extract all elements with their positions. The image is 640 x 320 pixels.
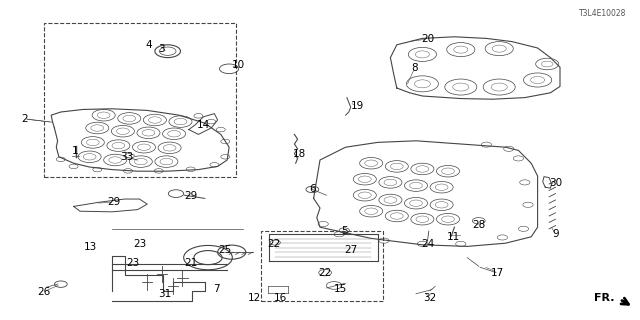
Text: 29: 29 [108, 197, 120, 207]
Text: 22: 22 [268, 239, 280, 249]
Text: 6: 6 [309, 184, 316, 195]
Text: 1: 1 [72, 146, 79, 156]
Text: 17: 17 [492, 268, 504, 278]
Text: 12: 12 [248, 293, 261, 303]
Text: 32: 32 [424, 293, 436, 303]
Text: 24: 24 [421, 239, 434, 249]
Text: 31: 31 [159, 289, 172, 299]
Text: 8: 8 [412, 63, 418, 73]
Text: 28: 28 [472, 220, 485, 230]
Text: 20: 20 [421, 34, 434, 44]
Text: 29: 29 [184, 191, 197, 201]
Text: 4: 4 [145, 40, 152, 51]
Text: 3: 3 [158, 44, 164, 54]
Text: 10: 10 [232, 60, 244, 70]
Text: 27: 27 [344, 245, 357, 255]
Text: 21: 21 [184, 258, 197, 268]
Text: 23: 23 [127, 258, 140, 268]
Text: 15: 15 [334, 284, 347, 294]
Text: 18: 18 [293, 149, 306, 159]
Bar [261, 231, 383, 301]
Text: T3L4E10028: T3L4E10028 [579, 9, 626, 18]
Text: FR.: FR. [594, 293, 614, 303]
Text: 5: 5 [341, 226, 348, 236]
Text: 33: 33 [120, 152, 133, 163]
Text: 23: 23 [133, 239, 146, 249]
Text: 16: 16 [274, 293, 287, 303]
Text: 2: 2 [21, 114, 28, 124]
Text: 7: 7 [213, 284, 220, 294]
Text: 13: 13 [84, 242, 97, 252]
Text: 22: 22 [319, 268, 332, 278]
Text: 30: 30 [549, 178, 562, 188]
Text: 26: 26 [37, 287, 50, 297]
Text: 25: 25 [219, 245, 232, 255]
Bar [44, 23, 236, 177]
Text: 9: 9 [552, 229, 559, 239]
Text: 19: 19 [351, 101, 364, 111]
Text: 11: 11 [447, 232, 460, 243]
Text: 14: 14 [197, 120, 210, 131]
